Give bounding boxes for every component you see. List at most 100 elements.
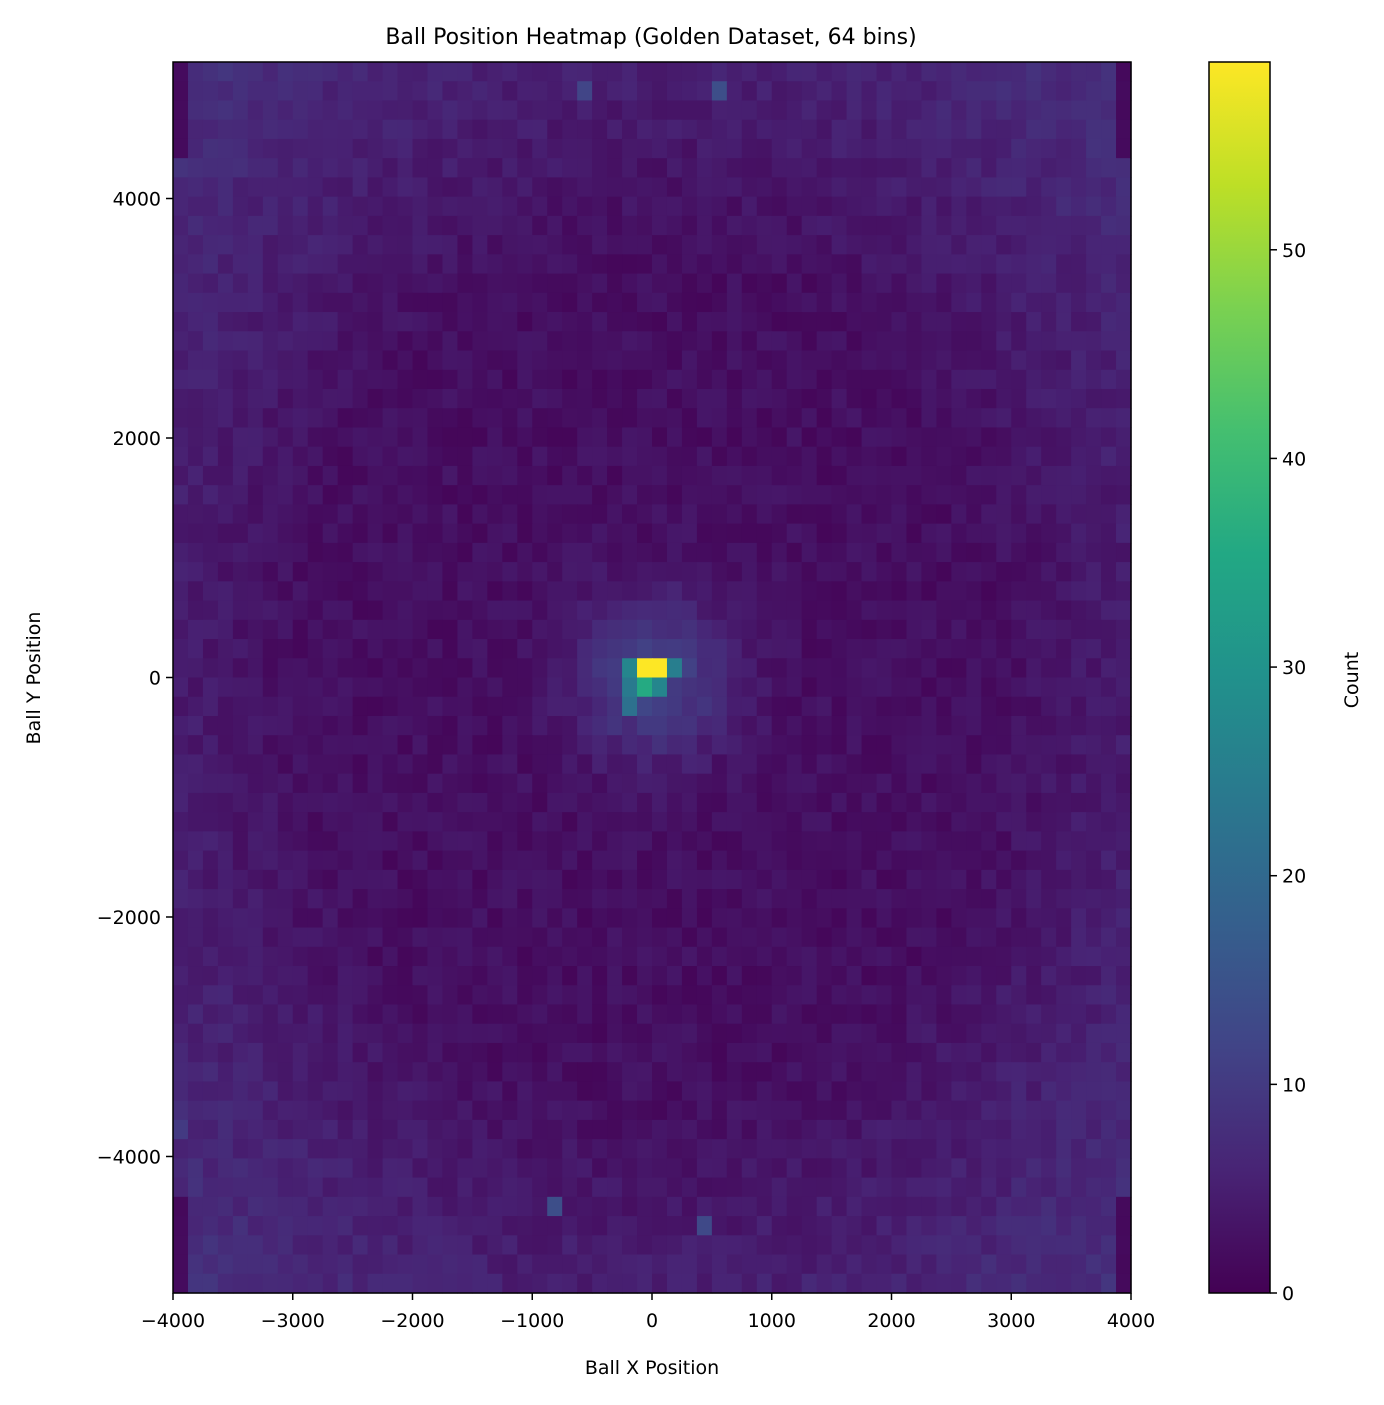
- heatmap-cell: [771, 581, 788, 602]
- heatmap-cell: [637, 1119, 653, 1140]
- heatmap-cell: [726, 1004, 743, 1025]
- heatmap-cell: [1071, 177, 1087, 198]
- heatmap-cell: [1071, 869, 1087, 890]
- heatmap-cell: [562, 81, 578, 102]
- heatmap-cell: [532, 408, 548, 429]
- heatmap-cell: [457, 542, 473, 563]
- heatmap-cell: [1026, 273, 1042, 294]
- heatmap-cell: [577, 273, 593, 294]
- heatmap-cell: [427, 465, 444, 486]
- heatmap-cell: [637, 485, 653, 505]
- heatmap-cell: [816, 773, 833, 794]
- heatmap-cell: [637, 254, 653, 275]
- heatmap-cell: [247, 523, 264, 544]
- heatmap-cell: [367, 639, 384, 659]
- heatmap-cell: [846, 427, 863, 448]
- heatmap-cell: [637, 773, 653, 794]
- heatmap-cell: [981, 946, 997, 967]
- heatmap-cell: [232, 946, 249, 967]
- heatmap-cell: [352, 235, 369, 255]
- heatmap-cell: [382, 485, 399, 505]
- heatmap-cell: [1026, 812, 1042, 832]
- heatmap-cell: [607, 369, 623, 390]
- heatmap-cell: [696, 985, 713, 1006]
- heatmap-cell: [292, 138, 309, 159]
- heatmap-cell: [816, 869, 833, 890]
- heatmap-cell: [487, 485, 503, 505]
- heatmap-cell: [382, 138, 399, 159]
- heatmap-cell: [517, 715, 533, 736]
- heatmap-cell: [322, 946, 339, 967]
- heatmap-cell: [532, 138, 548, 159]
- heatmap-cell: [547, 446, 563, 467]
- heatmap-cell: [292, 908, 309, 929]
- heatmap-cell: [741, 869, 758, 890]
- heatmap-cell: [382, 946, 399, 967]
- heatmap-cell: [951, 331, 967, 352]
- heatmap-cell: [173, 850, 189, 871]
- heatmap-cell: [277, 465, 294, 486]
- heatmap-cell: [352, 985, 369, 1006]
- heatmap-cell: [592, 1158, 608, 1179]
- heatmap-cell: [711, 658, 728, 679]
- heatmap-cell: [472, 658, 488, 679]
- heatmap-cell: [846, 504, 863, 525]
- heatmap-cell: [1116, 1004, 1132, 1025]
- heatmap-cell: [262, 369, 279, 390]
- heatmap-cell: [562, 388, 578, 409]
- heatmap-cell: [607, 1119, 623, 1140]
- heatmap-cell: [532, 542, 548, 563]
- heatmap-cell: [652, 138, 668, 159]
- heatmap-cell: [367, 504, 384, 525]
- heatmap-cell: [382, 1062, 399, 1083]
- heatmap-cell: [936, 100, 952, 121]
- heatmap-cell: [457, 1119, 473, 1140]
- heatmap-cell: [906, 1273, 923, 1294]
- heatmap-cell: [801, 966, 818, 986]
- heatmap-cell: [397, 1235, 414, 1256]
- heatmap-cell: [861, 696, 878, 717]
- heatmap-cell: [831, 927, 848, 948]
- heatmap-cell: [846, 62, 863, 82]
- heatmap-cell: [816, 1023, 833, 1044]
- heatmap-cell: [472, 1081, 488, 1102]
- heatmap-cell: [637, 504, 653, 525]
- heatmap-cell: [906, 485, 923, 505]
- heatmap-cell: [232, 177, 249, 198]
- heatmap-cell: [652, 273, 668, 294]
- heatmap-cell: [547, 542, 563, 563]
- heatmap-cell: [666, 1004, 683, 1025]
- heatmap-cell: [996, 312, 1012, 332]
- heatmap-cell: [337, 196, 354, 217]
- heatmap-cell: [532, 465, 548, 486]
- heatmap-cell: [981, 1158, 997, 1179]
- heatmap-cell: [532, 908, 548, 929]
- heatmap-cell: [891, 523, 908, 544]
- heatmap-cell: [726, 312, 743, 332]
- heatmap-cell: [607, 177, 623, 198]
- heatmap-cell: [846, 869, 863, 890]
- heatmap-cell: [457, 312, 473, 332]
- heatmap-cell: [607, 215, 623, 236]
- heatmap-cell: [652, 658, 668, 679]
- heatmap-cell: [637, 562, 653, 582]
- heatmap-cell: [337, 331, 354, 352]
- heatmap-cell: [1056, 138, 1072, 159]
- heatmap-cell: [726, 1139, 743, 1159]
- heatmap-cell: [771, 658, 788, 679]
- heatmap-cell: [1101, 1177, 1117, 1198]
- heatmap-cell: [831, 542, 848, 563]
- heatmap-cell: [472, 619, 488, 640]
- heatmap-cell: [592, 966, 608, 986]
- heatmap-cell: [726, 562, 743, 582]
- heatmap-cell: [846, 1158, 863, 1179]
- heatmap-cell: [247, 812, 264, 832]
- heatmap-cell: [981, 446, 997, 467]
- heatmap-cell: [622, 1100, 638, 1121]
- heatmap-cell: [547, 889, 563, 909]
- heatmap-cell: [427, 889, 444, 909]
- x-tick-label: 0: [646, 1310, 658, 1332]
- heatmap-cell: [936, 504, 952, 525]
- heatmap-cell: [173, 273, 189, 294]
- heatmap-cell: [1041, 196, 1057, 217]
